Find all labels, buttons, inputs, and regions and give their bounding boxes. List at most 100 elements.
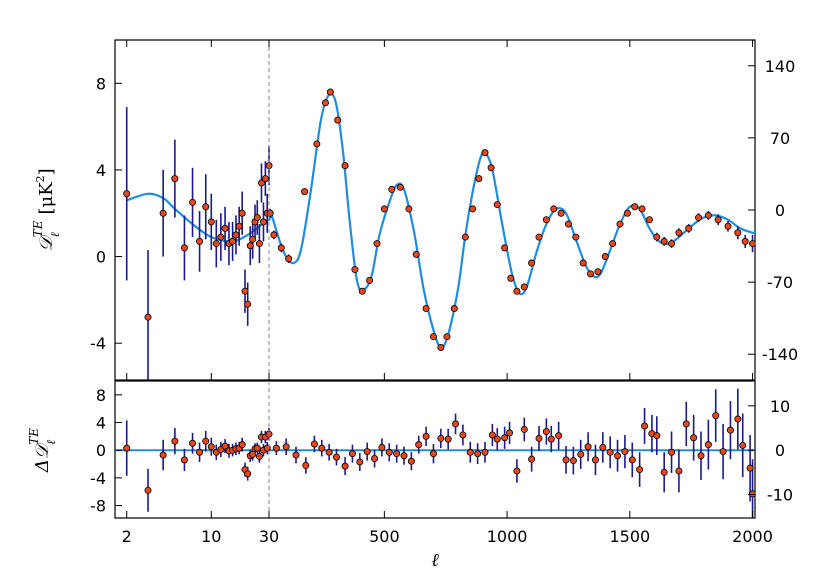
residual-data-point <box>196 448 204 456</box>
top-data-point <box>313 140 321 148</box>
top-data-point <box>616 220 624 228</box>
top-data-point <box>631 203 639 211</box>
residual-data-point <box>202 437 210 445</box>
top-right-tick-label: -70 <box>767 273 793 292</box>
top-data-point <box>189 198 197 206</box>
residual-data-point <box>341 462 349 470</box>
top-data-point <box>572 233 580 241</box>
residual-data-point <box>660 468 668 476</box>
x-tick-label: 2 <box>122 527 132 546</box>
residual-data-point <box>606 448 614 456</box>
bottom-y-tick-label: -8 <box>90 497 106 516</box>
residual-data-point <box>520 425 528 433</box>
residual-data-point <box>385 448 393 456</box>
top-data-point <box>358 287 366 295</box>
top-data-point <box>443 333 451 341</box>
top-data-point <box>422 305 430 313</box>
top-data-point <box>249 235 257 243</box>
residual-data-point <box>244 470 252 478</box>
x-axis-title: ℓ <box>431 550 439 571</box>
residual-data-point <box>628 456 636 464</box>
residual-data-point <box>159 451 167 459</box>
top-data-point <box>301 188 309 196</box>
top-data-point <box>450 305 458 313</box>
top-data-point <box>487 164 495 172</box>
top-ylabel-unit-sup: 2 <box>34 175 47 182</box>
top-y-tick-label: 0 <box>96 248 106 267</box>
top-data-point <box>244 300 252 308</box>
residual-data-point <box>180 456 188 464</box>
top-right-tick-label: -140 <box>762 345 798 364</box>
residual-data-point <box>562 456 570 464</box>
residual-data-point <box>513 467 521 475</box>
top-data-point <box>180 244 188 252</box>
top-data-point <box>609 240 617 248</box>
top-data-point <box>235 222 243 230</box>
x-tick-label: 1000 <box>487 527 528 546</box>
top-data-point <box>196 237 204 245</box>
residual-data-point <box>422 432 430 440</box>
residual-data-point <box>641 422 649 430</box>
top-data-point <box>741 237 749 245</box>
top-data-point <box>623 209 631 217</box>
top-data-point <box>238 209 246 217</box>
top-data-point <box>675 229 683 237</box>
top-data-point <box>212 240 220 248</box>
top-data-point <box>724 222 732 230</box>
residual-data-point <box>171 437 179 445</box>
top-data-point <box>202 203 210 211</box>
top-ylabel-unit: [μK <box>36 182 57 215</box>
top-data-point <box>501 244 509 252</box>
x-tick-label: 500 <box>369 527 400 546</box>
residual-data-point <box>704 441 712 449</box>
top-data-point <box>266 209 274 217</box>
top-data-point <box>550 205 558 213</box>
residual-data-point <box>332 453 340 461</box>
top-right-tick-label: 70 <box>770 129 790 148</box>
residual-data-point <box>577 450 585 458</box>
top-data-point <box>159 209 167 217</box>
top-data-point <box>405 205 413 213</box>
top-data-point <box>704 211 712 219</box>
residual-data-point <box>675 467 683 475</box>
top-data-point <box>257 179 265 187</box>
residual-data-point <box>690 434 698 442</box>
top-data-point <box>241 287 249 295</box>
top-ylabel-sup: TE <box>31 220 45 237</box>
top-ylabel-unit-close: ] <box>36 168 57 175</box>
top-data-point <box>481 149 489 157</box>
top-data-point <box>270 231 278 239</box>
top-data-point <box>507 274 515 282</box>
residual-data-point <box>356 458 364 466</box>
residual-data-point <box>393 450 401 458</box>
residual-data-point <box>481 448 489 456</box>
top-data-point <box>429 333 437 341</box>
bottom-y-tick-label: -4 <box>90 469 106 488</box>
residual-data-point <box>466 448 474 456</box>
top-data-point <box>253 214 261 222</box>
bottom-right-tick-label: 0 <box>775 441 785 460</box>
residual-data-point <box>493 435 501 443</box>
residual-data-point <box>400 452 408 460</box>
residual-data-point <box>371 454 379 462</box>
residual-data-point <box>348 450 356 458</box>
residual-data-point <box>697 452 705 460</box>
top-data-point <box>351 266 359 274</box>
residual-data-point <box>668 448 676 456</box>
bottom-right-tick-label: 10 <box>770 397 790 416</box>
top-data-point <box>653 233 661 241</box>
top-data-point <box>557 209 565 217</box>
residual-data-point <box>363 448 371 456</box>
residual-data-point <box>682 420 690 428</box>
residual-data-point <box>501 434 509 442</box>
residual-data-point <box>444 435 452 443</box>
residual-data-point <box>452 420 460 428</box>
residual-data-point <box>488 431 496 439</box>
residual-data-point <box>542 428 550 436</box>
top-ylabel-sub: ℓ <box>48 232 62 237</box>
residual-data-point <box>712 412 720 420</box>
bottom-ylabel-sup: TE <box>27 428 41 445</box>
top-data-point <box>232 231 240 239</box>
top-data-point <box>535 233 543 241</box>
